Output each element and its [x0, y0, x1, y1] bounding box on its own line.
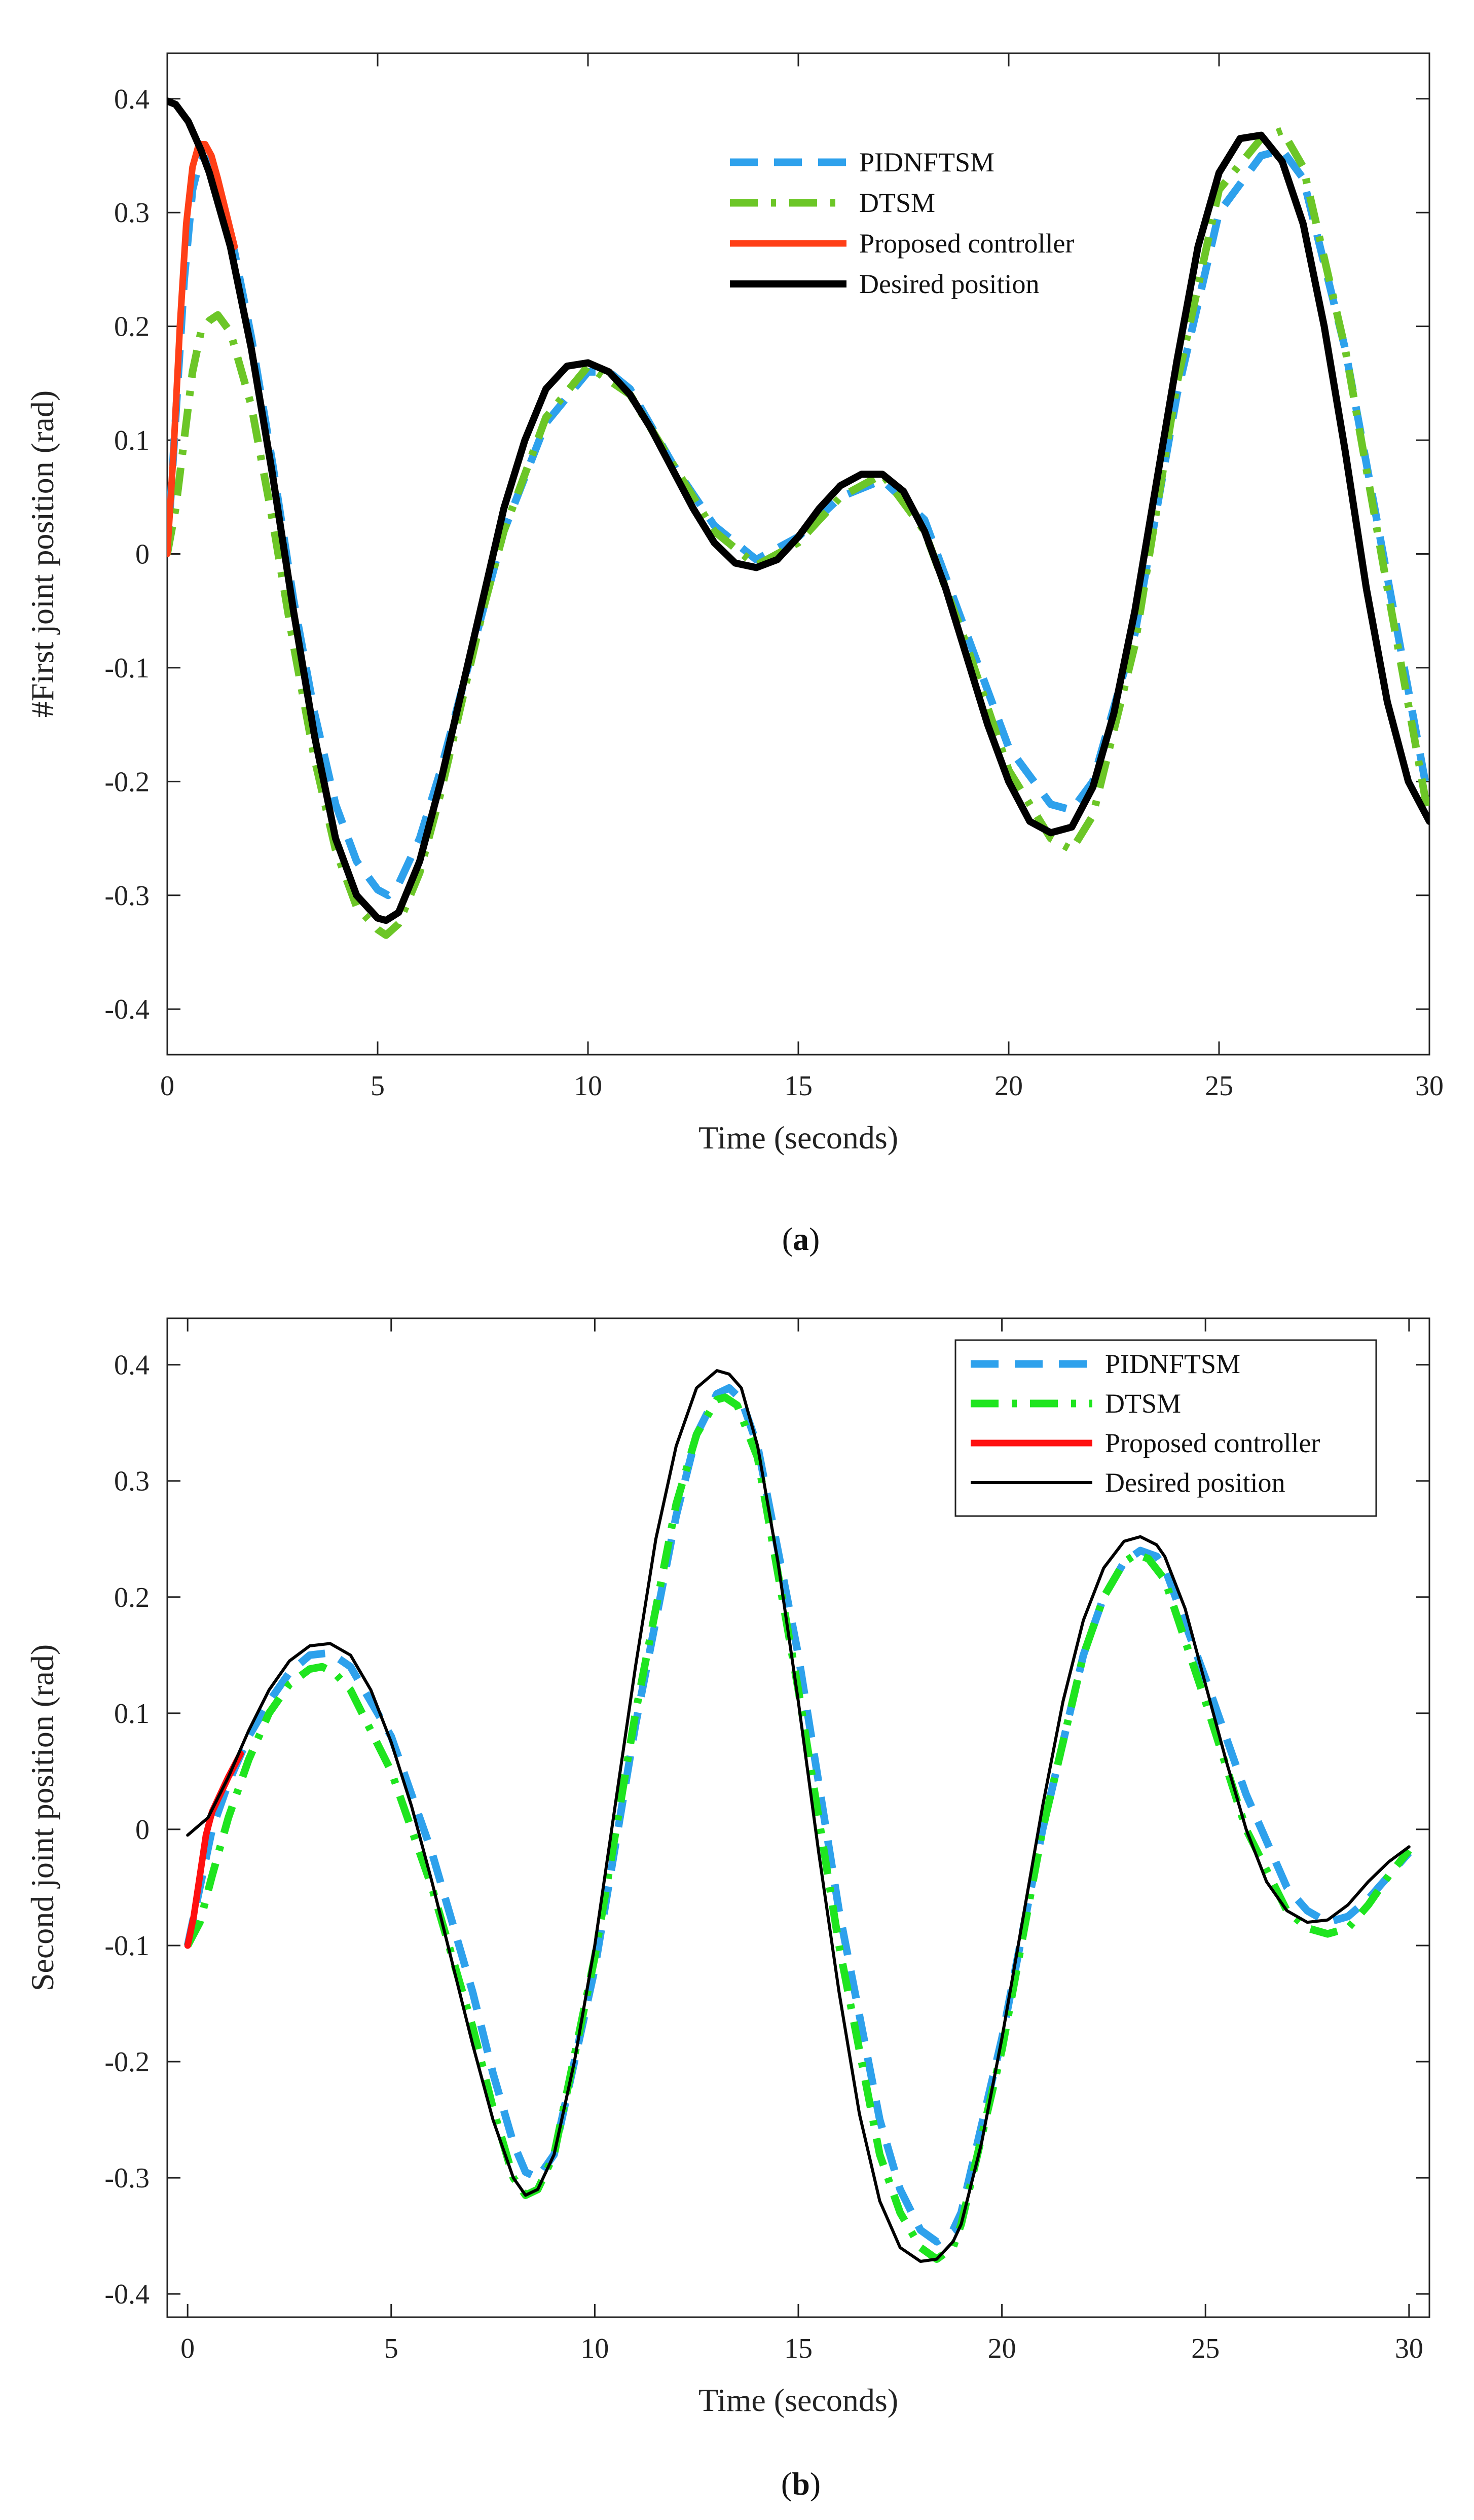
series-line-dtsm — [167, 127, 1429, 939]
caption-paren-open: ( — [782, 1221, 793, 1257]
x-tick-label: 20 — [994, 1070, 1023, 1102]
legend-box — [954, 1339, 1377, 1517]
x-axis-label: Time (seconds) — [698, 2382, 898, 2418]
plot-area — [183, 1369, 1412, 2263]
legend: PIDNFTSM DTSM Proposed controller Desired p… — [954, 1339, 1377, 1517]
y-axis-label: Second joint position (rad) — [24, 1644, 60, 1991]
y-tick-label: -0.4 — [104, 2279, 150, 2310]
y-axis-label: #First joint position (rad) — [24, 390, 60, 717]
caption-letter: b — [792, 2466, 810, 2502]
y-tick-label: 0.2 — [114, 311, 150, 343]
panel-caption: (a) — [782, 1221, 820, 1257]
panel-caption: (b) — [781, 2466, 821, 2502]
series-line-desired-position — [186, 1369, 1411, 2263]
x-tick-label: 10 — [574, 1070, 602, 1102]
caption-paren-open: ( — [781, 2466, 792, 2502]
x-tick-label: 15 — [784, 1070, 813, 1102]
y-tick-label: -0.1 — [104, 653, 150, 684]
y-tick-label: 0.1 — [114, 425, 150, 456]
y-tick-label: 0.4 — [114, 84, 150, 115]
legend-entry: Proposed controller — [1105, 1428, 1320, 1458]
x-tick-label: 10 — [580, 2333, 609, 2364]
y-tick-label: 0.2 — [114, 1582, 150, 1613]
legend-entry: PIDNFTSM — [859, 147, 994, 177]
y-tick-label: 0.3 — [114, 197, 150, 229]
x-tick-label: 0 — [180, 2333, 195, 2364]
y-tick-label: -0.2 — [104, 766, 150, 798]
y-tick-label: -0.1 — [104, 1930, 150, 1962]
x-axis-label: Time (seconds) — [698, 1120, 898, 1156]
legend-entry: DTSM — [1105, 1388, 1181, 1419]
series-line-desired-position — [167, 97, 1429, 924]
x-tick-label: 0 — [160, 1070, 174, 1102]
legend: PIDNFTSM DTSM Proposed controller Desired p… — [730, 147, 1074, 299]
x-tick-label: 20 — [988, 2333, 1016, 2364]
plot-area — [167, 97, 1429, 939]
y-tick-label: -0.2 — [104, 2046, 150, 2078]
caption-paren-close: ) — [810, 2466, 821, 2502]
y-tick-label: 0.1 — [114, 1698, 150, 1730]
legend-entry: Desired position — [1105, 1467, 1285, 1498]
chart-panel-a: 0 5 10 15 20 25 30 -0.4 -0.3 -0.2 -0.1 0 0.1 0.2 0.3 0.… — [24, 52, 1444, 1257]
x-tick-label: 25 — [1191, 2333, 1220, 2364]
x-tick-label: 15 — [784, 2333, 813, 2364]
y-tick-label: -0.3 — [104, 2163, 150, 2194]
legend-entry: Proposed controller — [859, 228, 1074, 259]
x-tick-label: 30 — [1415, 1070, 1444, 1102]
y-tick-label: 0 — [135, 1814, 150, 1846]
legend-entry: Desired position — [859, 269, 1039, 299]
y-tick-label: -0.4 — [104, 994, 150, 1025]
y-tick-label: 0.3 — [114, 1466, 150, 1497]
x-tick-label: 25 — [1205, 1070, 1233, 1102]
y-tick-label: 0 — [135, 539, 150, 570]
x-tick-label: 5 — [371, 1070, 385, 1102]
chart-panel-b: 0 5 10 15 20 25 30 -0.4 -0.3 -0.2 -0.1 0 0.1 0.2 0.3 0.… — [24, 1317, 1430, 2502]
caption-letter: a — [793, 1221, 809, 1257]
caption-paren-close: ) — [809, 1221, 820, 1257]
y-tick-label: 0.4 — [114, 1350, 150, 1381]
y-tick-label: -0.3 — [104, 880, 150, 912]
legend-entry: PIDNFTSM — [1105, 1349, 1240, 1379]
legend-entry: DTSM — [859, 188, 935, 218]
x-tick-label: 5 — [384, 2333, 398, 2364]
x-tick-label: 30 — [1395, 2333, 1423, 2364]
